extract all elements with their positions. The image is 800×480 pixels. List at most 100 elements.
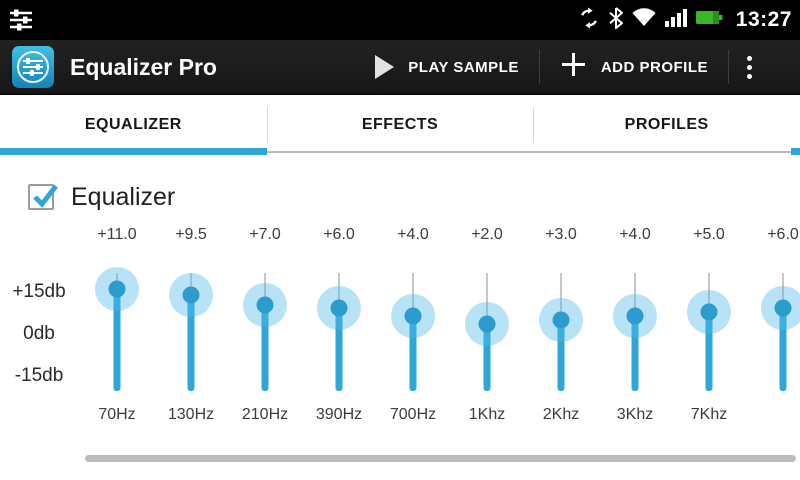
- band-slider[interactable]: [598, 273, 672, 391]
- slider-fill: [779, 308, 787, 391]
- band-slider[interactable]: [228, 273, 302, 391]
- slider-thumb[interactable]: [774, 299, 792, 317]
- tab-indicator: [533, 151, 800, 153]
- overflow-menu-icon: [747, 73, 752, 79]
- tab-effects[interactable]: EFFECTS: [266, 95, 534, 155]
- band-slider[interactable]: [746, 273, 800, 391]
- next-page-indicator: [791, 148, 800, 155]
- band-slider[interactable]: [672, 273, 746, 391]
- band-gain-label: +4.0: [619, 226, 651, 243]
- add-profile-label: ADD PROFILE: [600, 58, 708, 76]
- action-divider: [728, 50, 729, 84]
- tab-profiles[interactable]: PROFILES: [533, 95, 800, 155]
- play-icon: [375, 55, 395, 79]
- slider-thumb[interactable]: [330, 299, 348, 317]
- band-freq-label: 3Khz: [616, 406, 654, 423]
- band-gain-label: +7.0: [249, 226, 281, 243]
- status-bar: 13:27: [0, 0, 800, 40]
- battery-icon: [695, 9, 723, 31]
- axis-label-max: +15db: [12, 281, 66, 302]
- slider-thumb[interactable]: [256, 296, 274, 313]
- plus-icon: [560, 51, 587, 83]
- band-gain-label: +6.0: [323, 226, 355, 243]
- slider-track: [486, 273, 488, 325]
- band-freq-label: 70Hz: [98, 406, 136, 423]
- band-gain-label: +6.0: [767, 226, 799, 243]
- band-gain-label: +11.0: [97, 226, 137, 243]
- band-slider[interactable]: [302, 273, 376, 391]
- tab-bar: EQUALIZER EFFECTS PROFILES: [0, 95, 800, 155]
- status-icons: 13:27: [578, 6, 792, 34]
- overflow-menu-icon: [747, 64, 752, 70]
- equalizer-band: +4.0 3Khz: [598, 225, 672, 457]
- overflow-menu-icon: [747, 55, 752, 61]
- tab-label: EQUALIZER: [84, 116, 182, 133]
- action-divider: [538, 50, 540, 84]
- axis-label-zero: 0db: [23, 323, 55, 344]
- band-slider[interactable]: [80, 266, 154, 391]
- equalizer-band: +7.0 210Hz: [228, 225, 302, 457]
- band-freq-label: 7Khz: [690, 406, 728, 423]
- play-sample-button[interactable]: PLAY SAMPLE: [355, 40, 539, 94]
- equalizer-band: +3.0 2Khz: [524, 225, 598, 457]
- band-freq-label: 390Hz: [315, 406, 363, 423]
- equalizer-notification-icon: [8, 7, 34, 33]
- equalizer-toggle-row: Equalizer: [0, 181, 800, 213]
- band-slider[interactable]: [450, 273, 524, 391]
- add-profile-button[interactable]: ADD PROFILE: [540, 40, 728, 94]
- bands: +11.0 70Hz +9.5 130Hz +7.0 210Hz +6.0: [80, 225, 800, 457]
- slider-track: [782, 273, 784, 309]
- slider-thumb[interactable]: [404, 307, 422, 325]
- overflow-menu-button[interactable]: [729, 40, 770, 94]
- band-slider[interactable]: [524, 273, 598, 391]
- wifi-icon: [632, 8, 656, 32]
- slider-thumb[interactable]: [108, 280, 126, 298]
- band-freq-label: 1Khz: [468, 406, 506, 423]
- slider-fill: [187, 294, 195, 391]
- axis-label-min: -15db: [14, 365, 64, 386]
- slider-track: [708, 273, 710, 313]
- slider-thumb[interactable]: [182, 286, 200, 304]
- app-icon: [12, 46, 54, 88]
- band-freq-label: 130Hz: [167, 406, 215, 423]
- horizontal-scrollbar[interactable]: [85, 455, 796, 462]
- band-slider[interactable]: [154, 272, 228, 391]
- band-freq-label: 210Hz: [241, 406, 289, 423]
- slider-track: [412, 273, 414, 317]
- slider-thumb[interactable]: [626, 307, 644, 325]
- equalizer-band: +6.0 390Hz: [302, 225, 376, 457]
- action-bar-actions: PLAY SAMPLE ADD PROFILE: [355, 40, 800, 94]
- slider-thumb[interactable]: [700, 303, 718, 321]
- equalizer-toggle-label: Equalizer: [71, 182, 176, 211]
- slider-track: [338, 273, 340, 309]
- equalizer-band: +6.0: [746, 225, 800, 457]
- band-freq-label: 2Khz: [542, 406, 580, 423]
- band-gain-label: +3.0: [545, 226, 577, 243]
- slider-track: [264, 273, 266, 305]
- slider-fill: [335, 308, 343, 391]
- equalizer-enable-checkbox[interactable]: [28, 184, 58, 210]
- tab-label: PROFILES: [624, 116, 709, 133]
- equalizer-panel: Equalizer +15db 0db -15db +11.0 70Hz +9.…: [0, 155, 800, 480]
- equalizer-band: +9.5 130Hz: [154, 225, 228, 457]
- tab-indicator: [266, 151, 534, 153]
- equalizer-band: +2.0 1Khz: [450, 225, 524, 457]
- slider-fill: [113, 288, 121, 391]
- band-gain-label: +2.0: [471, 226, 503, 243]
- bluetooth-icon: [609, 6, 624, 34]
- band-gain-label: +5.0: [693, 226, 725, 243]
- band-slider[interactable]: [376, 273, 450, 391]
- slider-fill: [483, 324, 491, 391]
- equalizer-band: +11.0 70Hz: [80, 225, 154, 457]
- app-title: Equalizer Pro: [70, 53, 217, 80]
- slider-thumb[interactable]: [552, 311, 570, 329]
- signal-icon: [664, 8, 687, 32]
- equalizer-band: +4.0 700Hz: [376, 225, 450, 457]
- tab-equalizer[interactable]: EQUALIZER: [0, 95, 267, 155]
- slider-fill: [705, 312, 713, 391]
- play-sample-label: PLAY SAMPLE: [408, 58, 519, 76]
- slider-thumb[interactable]: [478, 315, 496, 333]
- band-freq-label: 700Hz: [389, 406, 437, 423]
- slider-fill: [557, 320, 565, 391]
